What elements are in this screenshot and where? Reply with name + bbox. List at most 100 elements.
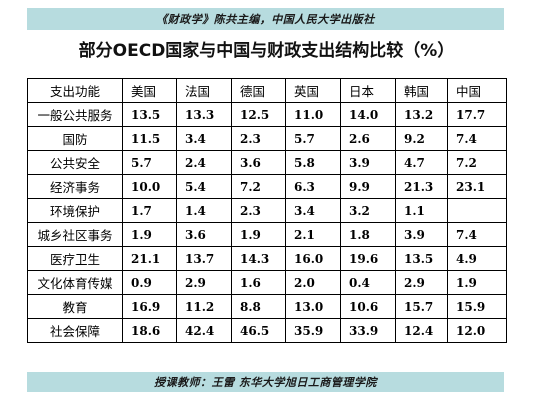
value-cell: 0.9 bbox=[122, 270, 177, 295]
table-row: 城乡社区事务 1.9 3.6 1.9 2.1 1.8 3.9 7.4 bbox=[27, 222, 507, 247]
value-cell: 9.9 bbox=[340, 174, 396, 199]
value-cell: 3.4 bbox=[176, 126, 232, 151]
value-cell: 2.9 bbox=[176, 270, 232, 295]
value-cell: 5.8 bbox=[285, 150, 341, 175]
footer-band: 授课教师：王雷 东华大学旭日工商管理学院 bbox=[27, 372, 504, 392]
table-row: 教育 16.9 11.2 8.8 13.0 10.6 15.7 15.9 bbox=[27, 294, 507, 319]
value-cell: 1.4 bbox=[176, 198, 232, 223]
value-cell: 13.3 bbox=[176, 102, 232, 127]
value-cell: 14.3 bbox=[231, 246, 286, 271]
value-cell: 3.6 bbox=[231, 150, 286, 175]
header-cell-function: 支出功能 bbox=[27, 78, 123, 103]
value-cell: 2.0 bbox=[285, 270, 341, 295]
value-cell: 1.9 bbox=[231, 222, 286, 247]
row-label: 城乡社区事务 bbox=[27, 222, 123, 247]
row-label: 公共安全 bbox=[27, 150, 123, 175]
table-row: 环境保护 1.7 1.4 2.3 3.4 3.2 1.1 bbox=[27, 198, 507, 223]
slide-title: 部分OECD国家与中国与财政支出结构比较（%） bbox=[78, 41, 455, 61]
value-cell: 10.0 bbox=[122, 174, 177, 199]
value-cell: 3.9 bbox=[340, 150, 396, 175]
value-cell: 15.7 bbox=[395, 294, 448, 319]
header-cell-country: 日本 bbox=[340, 78, 396, 103]
value-cell: 5.4 bbox=[176, 174, 232, 199]
value-cell: 15.9 bbox=[447, 294, 507, 319]
row-label: 文化体育传媒 bbox=[27, 270, 123, 295]
table-body: 支出功能 美国 法国 德国 英国 日本 韩国 中国 一般公共服务 13.5 13.3 12.5 11.0… bbox=[27, 78, 507, 343]
value-cell: 5.7 bbox=[122, 150, 177, 175]
value-cell: 9.2 bbox=[395, 126, 448, 151]
row-label: 教育 bbox=[27, 294, 123, 319]
table-row: 经济事务 10.0 5.4 7.2 6.3 9.9 21.3 23.1 bbox=[27, 174, 507, 199]
value-cell: 14.0 bbox=[340, 102, 396, 127]
value-cell: 19.6 bbox=[340, 246, 396, 271]
value-cell: 18.6 bbox=[122, 318, 177, 343]
value-cell: 1.1 bbox=[395, 198, 448, 223]
value-cell: 13.2 bbox=[395, 102, 448, 127]
header-cell-country: 德国 bbox=[231, 78, 286, 103]
value-cell: 7.4 bbox=[447, 126, 507, 151]
row-label: 国防 bbox=[27, 126, 123, 151]
row-label: 一般公共服务 bbox=[27, 102, 123, 127]
value-cell: 1.9 bbox=[122, 222, 177, 247]
value-cell: 13.0 bbox=[285, 294, 341, 319]
row-label: 环境保护 bbox=[27, 198, 123, 223]
table-row: 文化体育传媒 0.9 2.9 1.6 2.0 0.4 2.9 1.9 bbox=[27, 270, 507, 295]
header-cell-country: 英国 bbox=[285, 78, 341, 103]
value-cell: 12.0 bbox=[447, 318, 507, 343]
value-cell: 1.8 bbox=[340, 222, 396, 247]
header-band: 《财政学》陈共主编，中国人民大学出版社 bbox=[27, 8, 504, 30]
value-cell: 13.7 bbox=[176, 246, 232, 271]
value-cell: 13.5 bbox=[122, 102, 177, 127]
value-cell: 21.1 bbox=[122, 246, 177, 271]
value-cell: 8.8 bbox=[231, 294, 286, 319]
value-cell: 3.2 bbox=[340, 198, 396, 223]
value-cell: 21.3 bbox=[395, 174, 448, 199]
value-cell: 6.3 bbox=[285, 174, 341, 199]
value-cell: 35.9 bbox=[285, 318, 341, 343]
value-cell: 1.7 bbox=[122, 198, 177, 223]
value-cell: 2.3 bbox=[231, 198, 286, 223]
value-cell: 0.4 bbox=[340, 270, 396, 295]
value-cell: 1.6 bbox=[231, 270, 286, 295]
value-cell: 10.6 bbox=[340, 294, 396, 319]
header-cell-country: 韩国 bbox=[395, 78, 448, 103]
value-cell: 16.0 bbox=[285, 246, 341, 271]
value-cell: 4.7 bbox=[395, 150, 448, 175]
header-cell-country: 中国 bbox=[447, 78, 507, 103]
value-cell: 4.9 bbox=[447, 246, 507, 271]
value-cell: 1.9 bbox=[447, 270, 507, 295]
value-cell: 12.4 bbox=[395, 318, 448, 343]
value-cell: 7.2 bbox=[447, 150, 507, 175]
value-cell: 13.5 bbox=[395, 246, 448, 271]
value-cell: 2.9 bbox=[395, 270, 448, 295]
value-cell: 46.5 bbox=[231, 318, 286, 343]
table-row: 一般公共服务 13.5 13.3 12.5 11.0 14.0 13.2 17.7 bbox=[27, 102, 507, 127]
value-cell: 7.2 bbox=[231, 174, 286, 199]
table-row: 医疗卫生 21.1 13.7 14.3 16.0 19.6 13.5 4.9 bbox=[27, 246, 507, 271]
value-cell: 2.3 bbox=[231, 126, 286, 151]
value-cell: 23.1 bbox=[447, 174, 507, 199]
value-cell: 3.6 bbox=[176, 222, 232, 247]
value-cell: 5.7 bbox=[285, 126, 341, 151]
header-cell-country: 法国 bbox=[176, 78, 232, 103]
value-cell: 2.6 bbox=[340, 126, 396, 151]
value-cell: 11.2 bbox=[176, 294, 232, 319]
comparison-table: 支出功能 美国 法国 德国 英国 日本 韩国 中国 一般公共服务 13.5 13.3 12.5 11.0… bbox=[27, 78, 507, 343]
table-row: 社会保障 18.6 42.4 46.5 35.9 33.9 12.4 12.0 bbox=[27, 318, 507, 343]
value-cell: 3.4 bbox=[285, 198, 341, 223]
value-cell: 2.1 bbox=[285, 222, 341, 247]
table-row: 公共安全 5.7 2.4 3.6 5.8 3.9 4.7 7.2 bbox=[27, 150, 507, 175]
table-row: 国防 11.5 3.4 2.3 5.7 2.6 9.2 7.4 bbox=[27, 126, 507, 151]
value-cell: 2.4 bbox=[176, 150, 232, 175]
table-header-row: 支出功能 美国 法国 德国 英国 日本 韩国 中国 bbox=[27, 78, 507, 103]
value-cell: 16.9 bbox=[122, 294, 177, 319]
value-cell: 11.5 bbox=[122, 126, 177, 151]
value-cell: 12.5 bbox=[231, 102, 286, 127]
value-cell: 17.7 bbox=[447, 102, 507, 127]
row-label: 社会保障 bbox=[27, 318, 123, 343]
value-cell: 11.0 bbox=[285, 102, 341, 127]
header-cell-country: 美国 bbox=[122, 78, 177, 103]
row-label: 医疗卫生 bbox=[27, 246, 123, 271]
value-cell: 3.9 bbox=[395, 222, 448, 247]
value-cell: 7.4 bbox=[447, 222, 507, 247]
